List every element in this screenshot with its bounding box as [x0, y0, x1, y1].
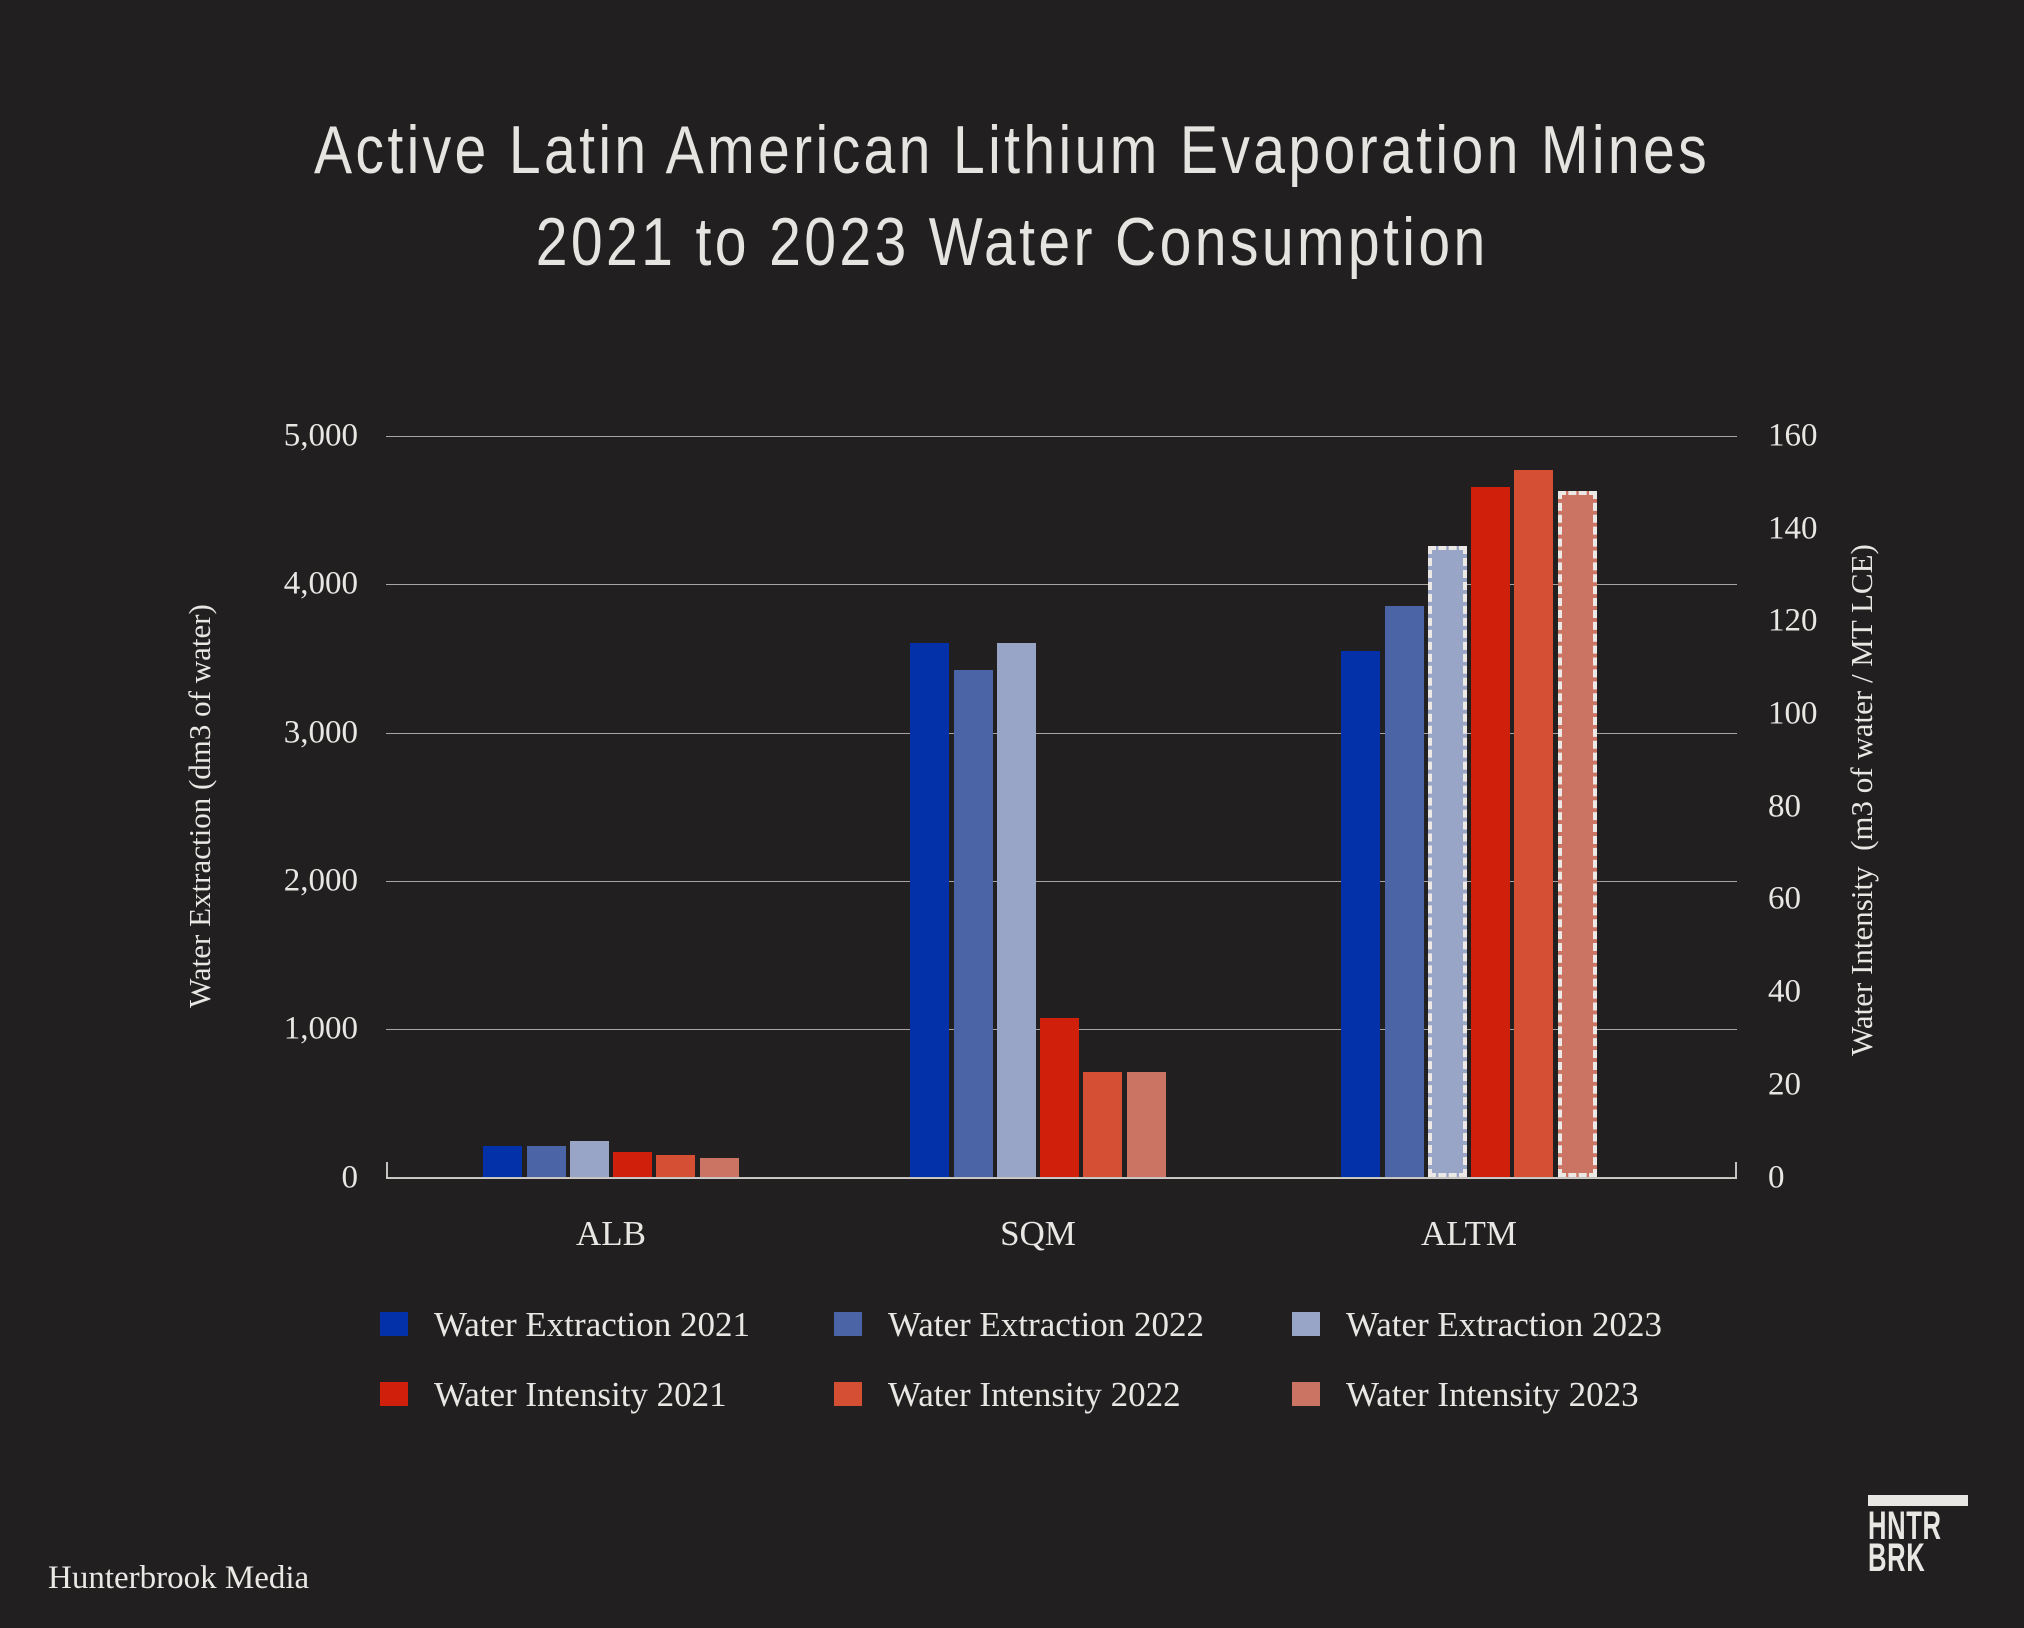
bar-alb-water-extraction-2021 — [483, 1145, 523, 1178]
right-tick-140: 140 — [1768, 510, 1818, 547]
bar-sqm-water-extraction-2023 — [996, 642, 1036, 1178]
legend-label-water-extraction-2023: Water Extraction 2023 — [1346, 1304, 1662, 1344]
legend-label-water-extraction-2022: Water Extraction 2022 — [888, 1304, 1204, 1344]
legend-swatch-water-extraction-2021 — [380, 1312, 408, 1336]
left-tick-4-000: 4,000 — [283, 565, 358, 602]
legend-item-water-intensity-2022: Water Intensity 2022 — [834, 1377, 1181, 1412]
legend-label-water-intensity-2022: Water Intensity 2022 — [888, 1374, 1181, 1414]
source-credit: Hunterbrook Media — [48, 1560, 310, 1596]
logo-bar — [1868, 1495, 1968, 1506]
legend-label-water-extraction-2021: Water Extraction 2021 — [434, 1304, 750, 1344]
axis-end-tick-right — [1735, 1162, 1737, 1178]
right-tick-40: 40 — [1768, 973, 1801, 1010]
legend-item-water-extraction-2022: Water Extraction 2022 — [834, 1307, 1204, 1342]
legend-item-water-extraction-2021: Water Extraction 2021 — [380, 1307, 750, 1342]
legend-swatch-water-extraction-2022 — [834, 1312, 862, 1336]
logo-line2: BRK — [1868, 1536, 1926, 1580]
gridline-2,000 — [386, 880, 1737, 882]
gridline-3,000 — [386, 732, 1737, 734]
axis-end-tick-left — [386, 1162, 388, 1178]
right-axis-title: Water Intensity (m3 of water / MT LCE) — [1844, 544, 1879, 1056]
plot-area — [386, 436, 1737, 1179]
legend-swatch-water-intensity-2022 — [834, 1382, 862, 1406]
bar-alb-water-extraction-2022 — [526, 1145, 566, 1178]
legend-item-water-extraction-2023: Water Extraction 2023 — [1292, 1307, 1662, 1342]
gridline-4,000 — [386, 584, 1737, 586]
left-tick-0: 0 — [341, 1159, 359, 1195]
left-axis-title: Water Extraction (dm3 of water) — [182, 604, 217, 1008]
right-tick-20: 20 — [1768, 1066, 1801, 1103]
bar-altm-water-intensity-2021 — [1471, 486, 1511, 1178]
category-label-alb: ALB — [576, 1214, 646, 1253]
bar-sqm-water-intensity-2021 — [1040, 1017, 1080, 1178]
left-tick-1-000: 1,000 — [283, 1010, 358, 1047]
bar-altm-water-intensity-2023 — [1557, 490, 1597, 1178]
right-tick-0: 0 — [1768, 1159, 1785, 1195]
legend-swatch-water-extraction-2023 — [1292, 1312, 1320, 1336]
legend-item-water-intensity-2023: Water Intensity 2023 — [1292, 1377, 1639, 1412]
bar-altm-water-intensity-2022 — [1514, 469, 1554, 1178]
bar-sqm-water-intensity-2023 — [1126, 1071, 1166, 1178]
logo-line1: HNTR — [1868, 1504, 1942, 1548]
chart-title-line2: 2021 to 2023 Water Consumption — [535, 204, 1489, 280]
bar-alb-water-intensity-2022 — [656, 1155, 696, 1178]
right-tick-120: 120 — [1768, 602, 1818, 639]
x-axis-baseline — [386, 1177, 1737, 1179]
bar-altm-water-extraction-2022 — [1384, 605, 1424, 1178]
category-label-altm: ALTM — [1421, 1214, 1517, 1253]
bar-sqm-water-extraction-2022 — [953, 670, 993, 1178]
right-tick-60: 60 — [1768, 880, 1801, 917]
legend-swatch-water-intensity-2023 — [1292, 1382, 1320, 1406]
bar-alb-water-intensity-2023 — [699, 1158, 739, 1178]
bar-altm-water-extraction-2023 — [1427, 546, 1467, 1178]
left-tick-5-000: 5,000 — [283, 417, 358, 454]
right-tick-160: 160 — [1768, 417, 1818, 454]
bar-sqm-water-extraction-2021 — [910, 642, 950, 1178]
legend-label-water-intensity-2021: Water Intensity 2021 — [434, 1374, 727, 1414]
legend-item-water-intensity-2021: Water Intensity 2021 — [380, 1377, 727, 1412]
left-tick-3-000: 3,000 — [283, 714, 358, 751]
bar-altm-water-extraction-2021 — [1341, 651, 1381, 1178]
hntrbrk-logo: HNTR BRK — [1868, 1495, 1983, 1580]
legend-label-water-intensity-2023: Water Intensity 2023 — [1346, 1374, 1639, 1414]
bar-sqm-water-intensity-2022 — [1083, 1071, 1123, 1178]
bar-alb-water-intensity-2021 — [613, 1152, 653, 1178]
category-label-sqm: SQM — [1000, 1214, 1076, 1253]
right-tick-80: 80 — [1768, 788, 1801, 825]
bar-alb-water-extraction-2023 — [569, 1140, 609, 1178]
chart-title: Active Latin American Lithium Evaporatio… — [0, 104, 2024, 288]
legend-swatch-water-intensity-2021 — [380, 1382, 408, 1406]
left-tick-2-000: 2,000 — [283, 862, 358, 899]
chart-title-line1: Active Latin American Lithium Evaporatio… — [313, 112, 1711, 188]
gridline-5,000 — [386, 436, 1737, 437]
right-tick-100: 100 — [1768, 695, 1818, 732]
